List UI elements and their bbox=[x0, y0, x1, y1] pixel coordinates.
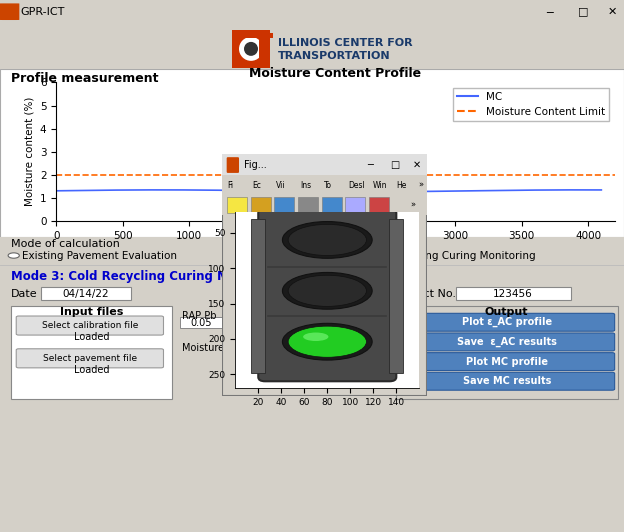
Ellipse shape bbox=[288, 326, 366, 358]
FancyBboxPatch shape bbox=[400, 333, 615, 351]
Text: Input files: Input files bbox=[60, 306, 124, 317]
FancyBboxPatch shape bbox=[232, 318, 262, 328]
Text: Select pavement file: Select pavement file bbox=[43, 354, 137, 363]
Ellipse shape bbox=[288, 275, 366, 306]
Text: Mode 3: Cold Recycling Curing Moni: Mode 3: Cold Recycling Curing Moni bbox=[11, 270, 250, 283]
FancyBboxPatch shape bbox=[11, 305, 172, 400]
Text: Save MC results: Save MC results bbox=[463, 376, 552, 386]
Ellipse shape bbox=[303, 332, 328, 341]
Text: Contract No.: Contract No. bbox=[386, 289, 456, 298]
Ellipse shape bbox=[283, 221, 372, 259]
FancyBboxPatch shape bbox=[251, 197, 271, 213]
Ellipse shape bbox=[283, 323, 372, 360]
Bar bbox=[259, 34, 269, 66]
Text: Moisture Conte: Moisture Conte bbox=[182, 343, 256, 353]
Text: Vii: Vii bbox=[276, 181, 286, 190]
Text: He: He bbox=[396, 181, 407, 190]
Bar bbox=[222, 154, 427, 175]
Bar bbox=[222, 175, 427, 195]
Bar bbox=[255, 33, 273, 38]
FancyBboxPatch shape bbox=[180, 318, 222, 328]
Text: ─: ─ bbox=[546, 7, 552, 16]
Text: Desl: Desl bbox=[348, 181, 365, 190]
Text: dolomite: dolomite bbox=[323, 336, 363, 345]
Text: Cold Recycling Curing Monitoring: Cold Recycling Curing Monitoring bbox=[362, 251, 535, 261]
FancyBboxPatch shape bbox=[41, 287, 131, 300]
FancyBboxPatch shape bbox=[369, 197, 389, 213]
Text: Ins: Ins bbox=[300, 181, 311, 190]
Text: 04/14/22: 04/14/22 bbox=[63, 289, 109, 298]
Bar bbox=[245, 33, 257, 38]
Text: □: □ bbox=[578, 7, 588, 16]
Circle shape bbox=[244, 42, 258, 56]
Text: Mode of calculation: Mode of calculation bbox=[11, 239, 120, 248]
FancyBboxPatch shape bbox=[400, 353, 615, 370]
Text: Fig...: Fig... bbox=[244, 160, 267, 170]
Circle shape bbox=[8, 253, 19, 258]
FancyBboxPatch shape bbox=[16, 349, 163, 368]
Text: ✕: ✕ bbox=[413, 160, 421, 170]
Text: 2.: 2. bbox=[243, 318, 251, 328]
Text: Fi: Fi bbox=[228, 181, 234, 190]
Text: ε agg: ε agg bbox=[334, 323, 364, 333]
Text: Emulsi: Emulsi bbox=[235, 311, 267, 321]
FancyBboxPatch shape bbox=[396, 305, 618, 400]
Text: Profile measurement: Profile measurement bbox=[11, 72, 158, 85]
Y-axis label: Moisture content (%): Moisture content (%) bbox=[24, 97, 34, 206]
Text: Existing Pavement Evaluation: Existing Pavement Evaluation bbox=[22, 251, 177, 261]
FancyBboxPatch shape bbox=[346, 197, 365, 213]
Text: ─: ─ bbox=[367, 160, 373, 170]
Text: Output: Output bbox=[485, 306, 529, 317]
Bar bbox=[222, 195, 427, 215]
Text: 0.05: 0.05 bbox=[190, 318, 212, 328]
FancyBboxPatch shape bbox=[322, 197, 341, 213]
Text: Plot MC profile: Plot MC profile bbox=[466, 356, 548, 367]
FancyBboxPatch shape bbox=[275, 197, 294, 213]
Text: Plot ε_AC profile: Plot ε_AC profile bbox=[462, 317, 552, 327]
FancyBboxPatch shape bbox=[0, 3, 19, 20]
Text: Loaded: Loaded bbox=[74, 365, 109, 375]
Text: Save  ε_AC results: Save ε_AC results bbox=[457, 337, 557, 347]
FancyBboxPatch shape bbox=[342, 358, 384, 370]
Text: RAP Pb: RAP Pb bbox=[182, 311, 217, 321]
Bar bbox=[232, 30, 270, 68]
FancyBboxPatch shape bbox=[400, 313, 615, 331]
Circle shape bbox=[350, 254, 355, 257]
FancyBboxPatch shape bbox=[456, 287, 571, 300]
Bar bbox=[251, 219, 265, 373]
Title: Moisture Content Profile: Moisture Content Profile bbox=[250, 67, 421, 80]
Text: 2.1: 2.1 bbox=[354, 359, 372, 369]
Text: To: To bbox=[324, 181, 332, 190]
Text: Ec: Ec bbox=[252, 181, 261, 190]
Text: ▼: ▼ bbox=[379, 336, 386, 345]
Bar bbox=[389, 219, 403, 373]
Text: TRANSPORTATION: TRANSPORTATION bbox=[278, 51, 391, 61]
Circle shape bbox=[239, 37, 263, 61]
Text: Loaded: Loaded bbox=[74, 332, 109, 343]
Ellipse shape bbox=[283, 272, 372, 309]
FancyBboxPatch shape bbox=[400, 372, 615, 390]
FancyBboxPatch shape bbox=[227, 197, 247, 213]
Text: »: » bbox=[419, 181, 424, 190]
Text: Date: Date bbox=[11, 289, 38, 298]
FancyBboxPatch shape bbox=[16, 316, 163, 335]
Ellipse shape bbox=[288, 225, 366, 255]
Text: Win: Win bbox=[373, 181, 387, 190]
Text: GPR-ICT: GPR-ICT bbox=[20, 7, 64, 16]
Text: 123456: 123456 bbox=[493, 289, 533, 298]
Text: »: » bbox=[411, 201, 416, 210]
Text: Select calibration file: Select calibration file bbox=[42, 321, 138, 330]
Text: □: □ bbox=[390, 160, 399, 170]
FancyBboxPatch shape bbox=[227, 157, 239, 173]
FancyBboxPatch shape bbox=[258, 209, 396, 381]
Text: ✕: ✕ bbox=[608, 7, 618, 16]
Legend: MC, Moisture Content Limit: MC, Moisture Content Limit bbox=[453, 88, 610, 121]
Text: ILLINOIS CENTER FOR: ILLINOIS CENTER FOR bbox=[278, 38, 412, 48]
FancyBboxPatch shape bbox=[298, 197, 318, 213]
Circle shape bbox=[347, 253, 358, 258]
FancyBboxPatch shape bbox=[323, 335, 386, 346]
